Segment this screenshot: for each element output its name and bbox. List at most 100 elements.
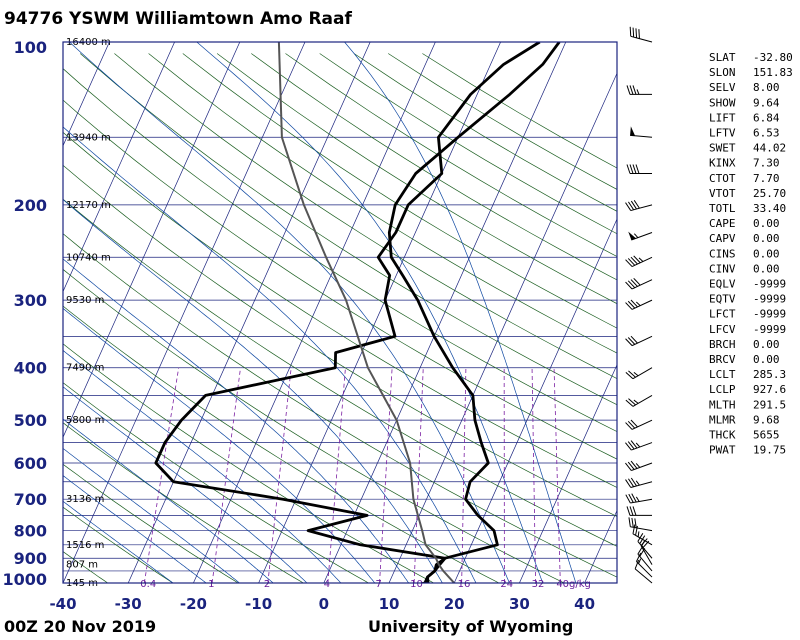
barb-flag <box>625 302 633 310</box>
isotherm-line <box>323 42 567 583</box>
barb-flag <box>629 506 634 516</box>
index-name: MLMR <box>709 413 736 426</box>
wind-barb <box>626 506 652 516</box>
mixing-ratio-label: 4 <box>324 579 330 590</box>
index-name: PWAT <box>709 444 736 457</box>
dry-adiabat-line <box>63 233 617 578</box>
index-value: 33.40 <box>753 202 786 215</box>
wind-barb <box>625 367 653 380</box>
dry-adiabat-line <box>63 422 304 583</box>
barb-half-flag <box>633 371 639 377</box>
pressure-tick-label: 800 <box>14 522 47 541</box>
barb-staff <box>630 481 653 488</box>
isotherm-line <box>453 218 617 583</box>
wind-barb <box>626 164 652 174</box>
temperature-tick-label: 40 <box>574 595 595 613</box>
mixing-ratio-label: 7 <box>376 579 382 590</box>
index-value: 0.00 <box>753 247 780 260</box>
dry-adiabat-line <box>63 131 617 488</box>
mixing-ratio-line <box>553 367 561 583</box>
temperature-tick-label: 0 <box>319 595 329 613</box>
barb-flag <box>630 440 638 449</box>
mixing-ratio-line <box>267 367 292 583</box>
wind-barb <box>626 85 652 95</box>
barb-flag <box>635 552 642 562</box>
barb-flag <box>628 493 634 503</box>
isotherm-line <box>63 42 175 293</box>
wind-barb <box>628 231 653 241</box>
mixing-ratio-label: 2 <box>264 579 270 590</box>
barb-flag <box>629 26 632 37</box>
barb-half-flag <box>635 442 641 448</box>
barb-flag <box>625 281 633 290</box>
isotherm-line <box>63 42 306 583</box>
index-value: 151.83 <box>753 66 793 79</box>
barb-staff <box>631 442 653 451</box>
pressure-tick-label: 400 <box>14 359 47 378</box>
wind-barb <box>634 559 653 584</box>
isotherm-line <box>388 72 617 583</box>
moist-adiabat-line <box>63 258 410 583</box>
dry-adiabat-line <box>63 198 617 547</box>
barb-staff <box>631 462 653 471</box>
index-value: 44.02 <box>753 142 786 155</box>
barb-half-flag <box>641 541 645 547</box>
index-name: SELV <box>709 81 736 94</box>
wind-barb <box>625 440 653 451</box>
barb-flag <box>632 506 637 516</box>
temperature-tick-label: -30 <box>115 595 142 613</box>
mixing-ratio-line <box>327 367 346 583</box>
parcel-profile <box>277 42 458 583</box>
barb-staff <box>632 394 653 407</box>
index-name: LCLT <box>709 368 736 381</box>
height-label: 7490 m <box>66 363 104 374</box>
dewpoint-profile <box>154 42 541 583</box>
index-name: BRCV <box>709 353 736 366</box>
height-label: 9530 m <box>66 295 104 306</box>
wind-barb <box>625 200 653 212</box>
index-name: LIFT <box>709 111 736 124</box>
temperature-tick-label: -40 <box>49 595 76 613</box>
pressure-tick-label: 200 <box>14 196 47 215</box>
dry-adiabat-line <box>388 53 617 190</box>
barb-flag <box>629 164 634 174</box>
index-value: 0.00 <box>753 338 780 351</box>
mixing-ratio-label: 24 <box>500 579 513 590</box>
index-name: LFCV <box>709 323 736 336</box>
mixing-ratio-line <box>211 367 241 583</box>
pressure-tick-label: 900 <box>14 549 47 568</box>
barb-flag <box>625 462 632 471</box>
barb-flag <box>625 422 633 430</box>
mixing-ratio-line <box>413 367 424 583</box>
moist-adiabat-line <box>63 349 342 583</box>
barb-staff <box>630 498 653 504</box>
index-value: 6.84 <box>753 111 780 124</box>
barb-flag <box>625 442 632 451</box>
barb-flag <box>630 460 638 469</box>
barb-flag <box>625 338 633 346</box>
barb-staff <box>630 35 653 43</box>
wind-barb <box>628 517 653 532</box>
index-name: BRCH <box>709 338 736 351</box>
barb-flag <box>631 517 634 528</box>
observation-time: 00Z 20 Nov 2019 <box>4 617 156 636</box>
barb-flag <box>635 164 640 174</box>
moist-adiabat-line <box>196 42 544 583</box>
barb-flag <box>630 200 637 210</box>
barb-flag <box>626 506 631 516</box>
index-value: 5655 <box>753 429 780 442</box>
profile-lines <box>154 42 561 583</box>
height-label: 12170 m <box>66 200 111 211</box>
index-value: -9999 <box>753 308 786 321</box>
temperature-axis: -40 -30 -20 -10 0 10 20 30 40 <box>49 595 595 613</box>
barb-flag <box>627 258 636 266</box>
barb-staff <box>631 256 653 268</box>
index-name: LCLP <box>709 383 736 396</box>
mixing-ratio-line <box>531 367 537 583</box>
index-name: CINS <box>709 247 736 260</box>
index-name: SLON <box>709 66 736 79</box>
index-name: EQTV <box>709 293 736 306</box>
barb-flag <box>627 441 635 450</box>
index-value: 927.6 <box>753 383 786 396</box>
